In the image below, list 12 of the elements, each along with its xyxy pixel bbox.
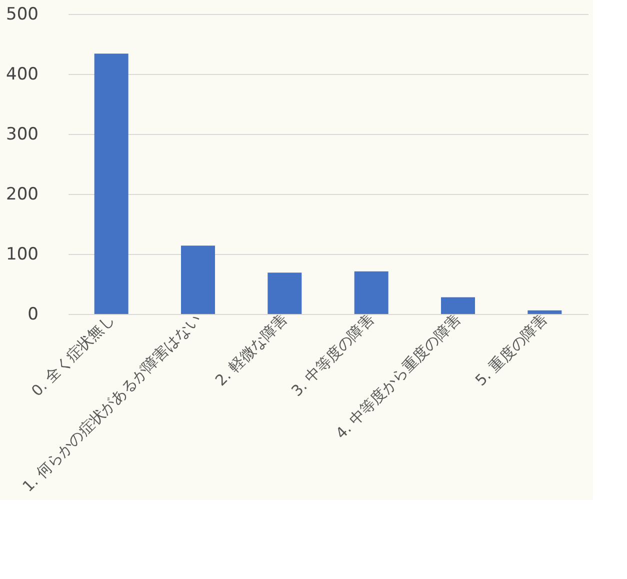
y-tick-label: 300	[6, 124, 38, 144]
bar	[354, 271, 388, 314]
bar	[528, 310, 562, 314]
y-tick-label: 0	[28, 304, 38, 324]
y-tick-label: 100	[6, 244, 38, 264]
y-tick-label: 500	[6, 4, 38, 24]
bar	[94, 54, 128, 314]
bar	[441, 297, 475, 314]
y-tick-label: 200	[6, 184, 38, 204]
bar	[268, 272, 302, 314]
y-tick-label: 400	[6, 64, 38, 84]
bar	[181, 246, 215, 314]
